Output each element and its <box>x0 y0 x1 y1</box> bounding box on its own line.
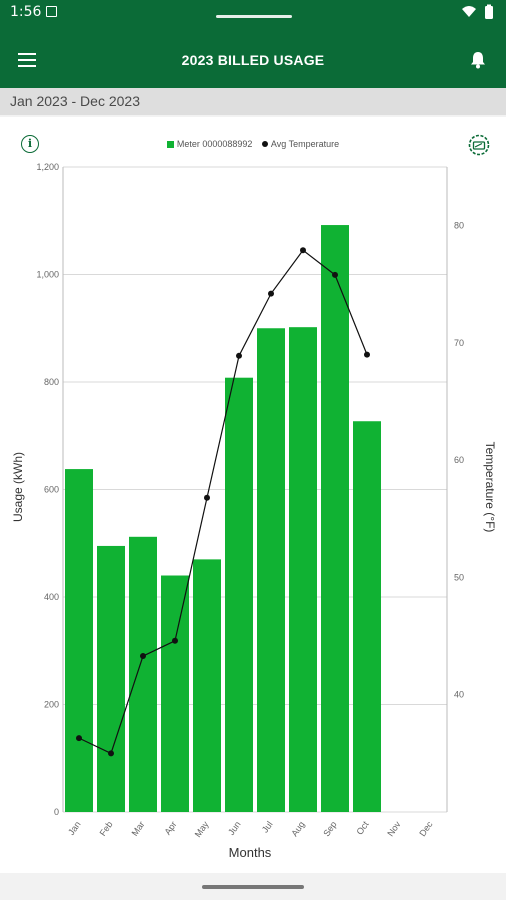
battery-icon <box>485 6 493 19</box>
x-tick-label: Apr <box>162 819 178 836</box>
temperature-point <box>108 750 114 757</box>
status-handle <box>216 15 292 18</box>
legend-swatch-temperature <box>261 141 268 147</box>
chart-legend: Meter 0000088992 Avg Temperature <box>0 139 506 149</box>
y-tick-label: 200 <box>44 700 59 710</box>
chart-card: i Meter 0000088992 Avg Temperature 0 200 4… <box>0 117 506 873</box>
y2-tick-label: 60 <box>454 455 464 465</box>
y-tick-label: 1,200 <box>36 162 59 172</box>
temperature-point <box>364 351 370 358</box>
temperature-point <box>140 653 146 660</box>
legend-label-usage: Meter 0000088992 <box>176 139 253 149</box>
info-icon[interactable]: i <box>21 135 39 153</box>
menu-icon[interactable] <box>18 53 36 67</box>
y2-axis-title: Temperature (°F) <box>483 442 497 533</box>
status-icons <box>460 4 496 25</box>
y2-tick-label: 70 <box>454 338 464 348</box>
notification-icon <box>46 6 57 17</box>
temperature-line <box>78 249 368 755</box>
bar <box>193 559 221 812</box>
bar <box>257 328 285 812</box>
x-tick-label: Feb <box>98 819 115 837</box>
temperature-point <box>268 290 274 297</box>
y2-tick-label: 80 <box>454 221 464 231</box>
home-indicator <box>202 885 304 889</box>
temperature-point <box>332 271 338 278</box>
bar <box>289 327 317 812</box>
app-bar: 2023 BILLED USAGE <box>0 24 506 88</box>
temperature-point <box>76 735 82 742</box>
x-tick-label: Oct <box>354 819 371 837</box>
gauge-icon[interactable] <box>468 134 490 161</box>
wifi-icon <box>462 6 476 17</box>
bar <box>225 377 253 812</box>
page-title: 2023 BILLED USAGE <box>181 52 325 68</box>
x-tick-label: Dec <box>417 819 435 838</box>
bar <box>129 536 157 812</box>
x-tick-label: Aug <box>289 819 306 838</box>
bar <box>353 421 381 812</box>
y-tick-label: 400 <box>44 592 59 602</box>
y-tick-label: 800 <box>44 377 59 387</box>
date-range: Jan 2023 - Dec 2023 <box>0 88 506 115</box>
y-tick-label: 1,000 <box>36 270 59 280</box>
temperature-point <box>172 637 178 644</box>
x-tick-label: Jan <box>66 819 83 837</box>
legend-label-temperature: Avg Temperature <box>270 139 340 149</box>
x-axis-title: Months <box>229 845 272 860</box>
x-tick-label: Jul <box>260 819 275 834</box>
x-tick-label: Nov <box>385 819 403 838</box>
y2-tick-label: 50 <box>454 572 464 582</box>
bell-icon[interactable] <box>470 51 486 74</box>
y-tick-label: 600 <box>44 485 59 495</box>
y2-tick-label: 40 <box>454 690 464 700</box>
status-bar: 1:56 <box>0 0 506 24</box>
bar <box>97 545 125 812</box>
x-tick-label: May <box>193 819 211 839</box>
temperature-point <box>236 352 242 359</box>
y-axis-title: Usage (kWh) <box>11 452 25 522</box>
x-tick-label: Mar <box>130 819 147 837</box>
temperature-point <box>300 247 306 254</box>
temperature-point <box>204 494 210 501</box>
x-tick-label: Jun <box>226 819 243 837</box>
x-tick-label: Sep <box>321 819 338 838</box>
legend-swatch-usage <box>166 141 174 148</box>
bar <box>321 225 349 813</box>
usage-chart: 0 200 400 600 800 1,000 1,200 40 50 60 70 80 Jan Feb M… <box>11 162 497 860</box>
y-tick-label: 0 <box>54 807 59 817</box>
bar <box>65 469 93 812</box>
status-time: 1:56 <box>10 4 42 20</box>
bar <box>161 575 189 812</box>
